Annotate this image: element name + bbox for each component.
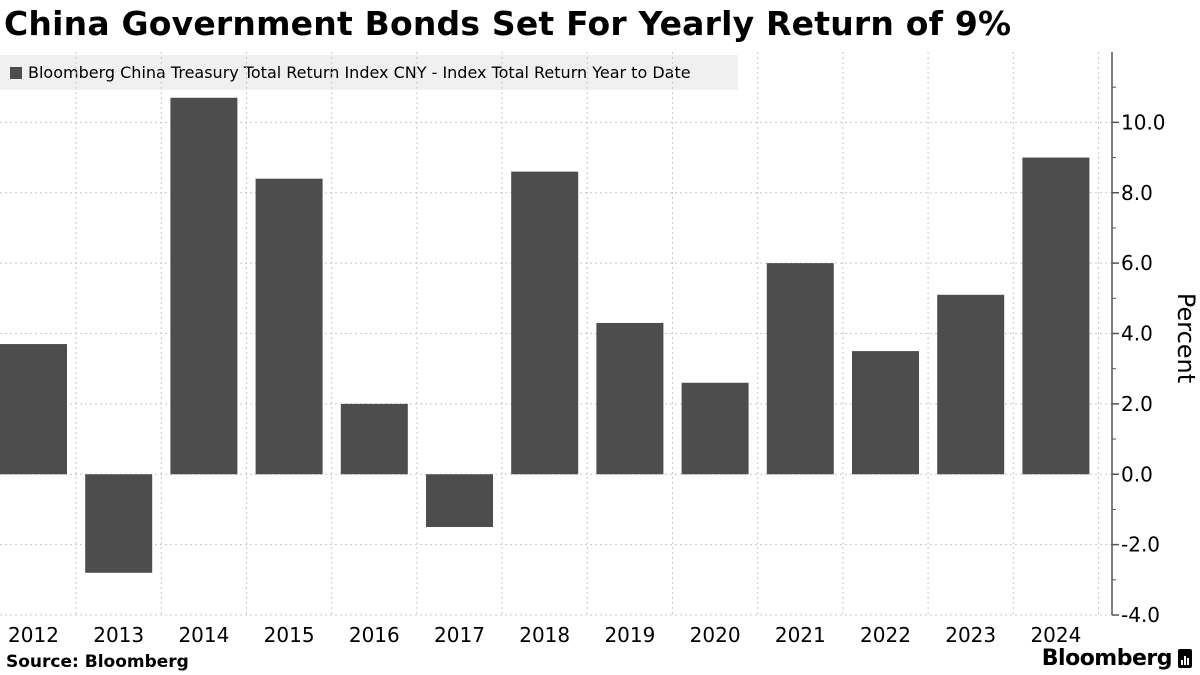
bloomberg-mark-icon	[1178, 649, 1192, 668]
x-tick-label: 2023	[945, 623, 996, 647]
x-tick-label: 2014	[178, 623, 229, 647]
legend-label: Bloomberg China Treasury Total Return In…	[28, 63, 691, 82]
bar-2012	[0, 344, 67, 475]
x-tick-label: 2018	[519, 623, 570, 647]
brand-name: Bloomberg	[1041, 646, 1173, 671]
x-tick-label: 2020	[690, 623, 741, 647]
bar-2019	[596, 322, 664, 475]
legend-swatch	[10, 66, 22, 79]
x-tick-label: 2024	[1030, 623, 1081, 647]
y-tick-label: 6.0	[1121, 251, 1153, 275]
bar-2016	[340, 403, 408, 475]
bar-2023	[937, 294, 1005, 475]
y-tick-label: 0.0	[1121, 462, 1153, 486]
bar-2018	[511, 171, 579, 475]
x-tick-label: 2021	[775, 623, 826, 647]
bar-2020	[681, 382, 749, 475]
source-note: Source: Bloomberg	[6, 652, 189, 672]
bar-2017	[426, 474, 493, 528]
bar-2024	[1022, 157, 1090, 475]
y-tick-label: -2.0	[1121, 533, 1160, 557]
bar-2015	[255, 178, 323, 475]
bars	[0, 97, 1090, 573]
chart-title: China Government Bonds Set For Yearly Re…	[4, 4, 1012, 43]
brand-logo: Bloomberg	[1042, 646, 1192, 671]
x-tick-label: 2013	[93, 623, 144, 647]
x-tick-label: 2016	[349, 623, 400, 647]
x-tick-label: 2012	[8, 623, 59, 647]
bar-2022	[852, 351, 919, 475]
y-tick-label: -4.0	[1121, 603, 1160, 627]
y-tick-label: 10.0	[1121, 110, 1166, 134]
bar-2013	[85, 474, 153, 573]
y-axis-label: Percent	[1172, 293, 1200, 383]
bar-2014	[170, 97, 238, 475]
legend: Bloomberg China Treasury Total Return In…	[0, 55, 738, 90]
y-axis: -4.0 -2.0 0.0 2.0 4.0 6.0 8.0 10.0	[1111, 52, 1166, 627]
x-tick-label: 2017	[434, 623, 485, 647]
y-tick-label: 2.0	[1121, 392, 1153, 416]
y-tick-label: 8.0	[1121, 181, 1153, 205]
y-tick-label: 4.0	[1121, 322, 1153, 346]
x-tick-label: 2022	[860, 623, 911, 647]
x-axis-labels: 2012 2013 2014 2015 2016 2017 2018 2019 2020 2021…	[8, 623, 1081, 647]
x-tick-label: 2015	[264, 623, 315, 647]
bar-2021	[766, 263, 834, 475]
x-tick-label: 2019	[604, 623, 655, 647]
